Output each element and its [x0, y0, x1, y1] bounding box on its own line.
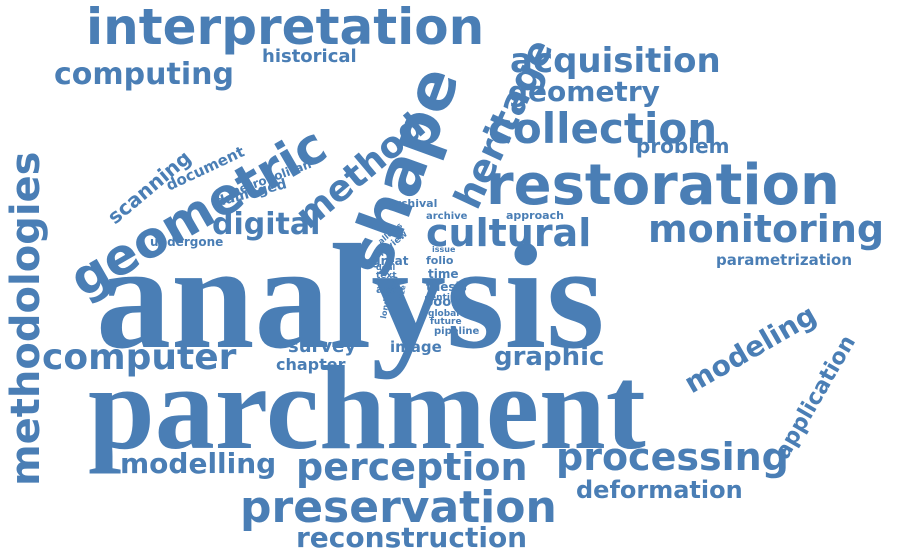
word-image: image: [390, 338, 442, 356]
word-parchment: parchment: [88, 341, 646, 474]
word-approach: approach: [506, 209, 564, 222]
word-parametrization: parametrization: [716, 251, 853, 269]
word-computing: computing: [54, 57, 234, 92]
word-restoration: restoration: [486, 153, 840, 218]
word-modeling: modeling: [678, 298, 822, 400]
word-pipeline: pipeline: [434, 326, 480, 337]
word-problem: problem: [636, 134, 730, 158]
word-deformation: deformation: [576, 476, 743, 504]
word-historical: historical: [262, 46, 357, 67]
word-time: time: [428, 267, 459, 281]
word-entire: entire: [430, 293, 461, 303]
word-application: application: [770, 331, 861, 464]
word-monitoring: monitoring: [648, 207, 885, 251]
word-computer: computer: [42, 337, 237, 378]
word-perception: perception: [296, 445, 528, 489]
word-acquisition: acquisition: [510, 41, 721, 81]
word-preservation: preservation: [240, 482, 557, 533]
word-deal: deal: [376, 263, 396, 272]
word-book: book: [424, 295, 460, 310]
word-issue: issue: [432, 245, 456, 254]
word-great: great: [372, 254, 409, 268]
word-modelling: modelling: [120, 447, 277, 480]
word-collection: collection: [488, 104, 718, 153]
word-undergone: undergone: [150, 235, 224, 249]
word-folio: folio: [426, 254, 454, 267]
word-area: area: [376, 283, 404, 296]
word-thesis: thesis: [426, 280, 467, 294]
word-archive: archive: [426, 211, 468, 222]
word-future: future: [430, 317, 462, 327]
word-methodologies: methodologies: [3, 151, 49, 486]
word-reconstruction: reconstruction: [296, 521, 528, 554]
word-archival: archival: [388, 197, 438, 210]
word-geometry: geometry: [508, 75, 660, 108]
word-analysis: analysis: [96, 214, 605, 380]
word-cultural: cultural: [426, 211, 592, 255]
word-chapter: chapter: [276, 355, 346, 374]
word-global: global: [428, 309, 460, 319]
word-digital: digital: [212, 207, 321, 242]
word-survey: survey: [288, 336, 357, 357]
word-processing: processing: [556, 435, 789, 479]
word-interpretation: interpretation: [86, 0, 485, 56]
word-graphic: graphic: [494, 342, 605, 372]
word-text: text: [376, 271, 397, 281]
